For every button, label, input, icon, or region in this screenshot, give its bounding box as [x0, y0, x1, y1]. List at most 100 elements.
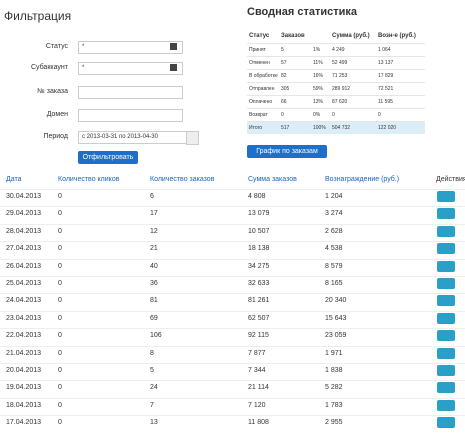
view-button[interactable] [437, 399, 455, 411]
table-cell: 0 [58, 419, 62, 427]
row-line [0, 397, 465, 399]
table-cell: 12 [150, 227, 158, 235]
table-cell: 21.04.2013 [6, 349, 42, 357]
table-header: Действия [436, 176, 465, 183]
summary-cell: Отменен [249, 60, 270, 66]
table-cell: 34 275 [248, 262, 270, 270]
view-button[interactable] [437, 382, 455, 394]
view-button[interactable] [437, 330, 455, 342]
summary-cell: 72 521 [378, 86, 394, 92]
table-cell: 11 808 [248, 419, 269, 427]
summary-cell: 517 [281, 125, 290, 131]
table-header[interactable]: Количество кликов [58, 176, 120, 183]
table-cell: 23.04.2013 [6, 314, 42, 322]
view-button[interactable] [437, 225, 455, 237]
table-cell: 0 [58, 384, 62, 392]
row-line [0, 241, 465, 243]
field-label: Домен [46, 111, 68, 118]
summary-title: Сводная статистика [247, 6, 358, 18]
table-cell: 0 [58, 314, 62, 322]
table-cell: 19.04.2013 [6, 384, 42, 392]
text-input[interactable]: с 2013-03-31 по 2013-04-30 [78, 131, 191, 144]
table-cell: 0 [58, 262, 62, 270]
table-cell: 24.04.2013 [6, 297, 42, 305]
select[interactable]: * [78, 62, 183, 75]
summary-cell: 0 [281, 112, 284, 118]
summary-cell: 0% [313, 112, 321, 118]
table-cell: 2 955 [325, 419, 343, 427]
table-cell: 25.04.2013 [6, 280, 42, 287]
row-line [247, 69, 425, 70]
view-button[interactable] [437, 417, 455, 429]
summary-cell: В обработке [249, 73, 278, 79]
summary-cell: 305 [281, 86, 290, 92]
text-input[interactable] [78, 109, 183, 122]
row-line [247, 43, 425, 44]
view-button[interactable] [437, 365, 455, 376]
table-cell: 1 204 [325, 193, 343, 200]
table-cell: 7 877 [248, 349, 266, 357]
row-line [0, 415, 465, 417]
view-button[interactable] [437, 208, 455, 220]
table-cell: 20 340 [325, 297, 347, 305]
view-button[interactable] [437, 347, 455, 359]
summary-cell: 13% [313, 99, 324, 105]
summary-header: Статус [249, 33, 270, 39]
row-line [0, 345, 465, 347]
table-cell: 8 165 [325, 280, 343, 287]
table-header[interactable]: Дата [6, 176, 22, 183]
table-cell: 28.04.2013 [6, 227, 42, 235]
table-cell: 0 [58, 332, 62, 340]
summary-header: Сумма (руб.) [332, 33, 370, 39]
summary-cell: 5 [281, 47, 284, 53]
view-button[interactable] [437, 312, 455, 324]
table-cell: 13 [150, 419, 158, 427]
table-cell: 0 [58, 367, 62, 374]
view-button[interactable] [437, 191, 455, 202]
table-cell: 17.04.2013 [6, 419, 42, 427]
row-line [0, 363, 465, 364]
calendar-button[interactable] [186, 131, 199, 145]
summary-cell: 289 912 [332, 86, 351, 92]
field-label: № заказа [37, 88, 68, 95]
select[interactable]: * [78, 41, 183, 54]
summary-cell: Принят [249, 47, 266, 53]
table-header[interactable]: Вознаграждение (руб.) [325, 176, 400, 183]
table-cell: 69 [150, 314, 158, 322]
summary-cell: 66 [281, 99, 287, 105]
text-input[interactable] [78, 86, 183, 99]
summary-cell: 504 732 [332, 125, 351, 131]
table-cell: 6 [150, 193, 154, 200]
table-cell: 7 [150, 401, 154, 409]
select-arrow [170, 64, 177, 71]
table-cell: 0 [58, 193, 62, 200]
summary-cell: Итого [249, 125, 263, 131]
table-cell: 4 538 [325, 245, 343, 253]
summary-cell: 17 829 [378, 73, 394, 79]
table-cell: 5 [150, 367, 154, 374]
summary-cell: 0 [332, 112, 335, 118]
filter-button[interactable]: Отфильтровать [78, 151, 138, 164]
row-line [0, 380, 465, 382]
view-button[interactable] [437, 260, 455, 272]
table-cell: 0 [58, 349, 62, 357]
summary-cell: 1% [313, 47, 321, 53]
chart-button[interactable]: График по заказам [247, 145, 327, 158]
summary-cell: 71 253 [332, 73, 348, 79]
summary-cell: Оплачено [249, 99, 273, 105]
view-button[interactable] [437, 295, 455, 307]
table-cell: 18 138 [248, 245, 270, 253]
view-button[interactable] [437, 278, 455, 289]
table-header[interactable]: Сумма заказов [248, 176, 297, 183]
table-cell: 24 [150, 384, 158, 392]
view-button[interactable] [437, 243, 455, 255]
table-cell: 2 628 [325, 227, 343, 235]
row-line [0, 276, 465, 277]
row-line [247, 56, 425, 57]
summary-cell: 59% [313, 86, 324, 92]
table-cell: 4 808 [248, 193, 266, 200]
summary-cell: 1 064 [378, 47, 391, 53]
table-cell: 27.04.2013 [6, 245, 42, 253]
table-header[interactable]: Количество заказов [150, 176, 215, 183]
row-line [247, 108, 425, 109]
